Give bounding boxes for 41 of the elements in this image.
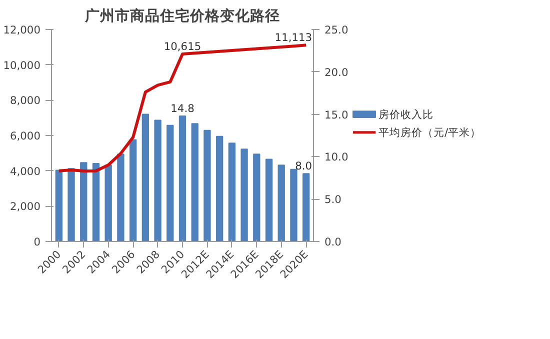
bar xyxy=(240,148,248,242)
y-tick-label: 0 xyxy=(34,236,41,248)
bar xyxy=(92,162,100,242)
data-label: 14.8 xyxy=(170,102,195,115)
bar xyxy=(278,164,285,242)
bar xyxy=(216,136,224,242)
bar xyxy=(55,170,63,242)
y2-tick-label: 5.0 xyxy=(324,193,342,206)
data-label: 11,113 xyxy=(274,31,312,44)
bar xyxy=(142,114,150,242)
bar xyxy=(228,142,236,242)
y-tick-label: 2,000 xyxy=(10,200,41,214)
bar xyxy=(178,115,186,242)
y2-tick-label: 15.0 xyxy=(324,108,348,122)
bar xyxy=(117,154,124,242)
bar xyxy=(68,168,75,242)
legend-label: 房价收入比 xyxy=(378,108,434,121)
bar xyxy=(154,120,162,242)
chart-title: 广州市商品住宅价格变化路径 xyxy=(84,6,280,24)
bar xyxy=(302,173,310,242)
bar xyxy=(253,154,260,242)
bar xyxy=(80,162,88,242)
bar xyxy=(191,123,198,242)
y-tick-label: 10,000 xyxy=(3,58,41,72)
y2-tick-label: 0.0 xyxy=(324,236,342,248)
y2-tick-label: 10.0 xyxy=(324,150,348,164)
bar xyxy=(129,139,137,242)
y-tick-label: 4,000 xyxy=(10,164,41,178)
y-tick-label: 6,000 xyxy=(10,130,41,142)
bar xyxy=(290,168,298,242)
y-tick-label: 8,000 xyxy=(10,94,41,108)
bar xyxy=(265,158,273,242)
y2-tick-label: 20.0 xyxy=(324,66,348,79)
bar xyxy=(166,124,174,242)
y-tick-label: 12,000 xyxy=(3,24,41,36)
y2-tick-label: 25.0 xyxy=(324,24,348,36)
data-label: 8.0 xyxy=(295,160,312,173)
bar xyxy=(204,130,211,242)
data-label: 10,615 xyxy=(164,40,202,53)
legend-label: 平均房价（元/平米） xyxy=(378,126,482,139)
bar xyxy=(104,164,112,242)
